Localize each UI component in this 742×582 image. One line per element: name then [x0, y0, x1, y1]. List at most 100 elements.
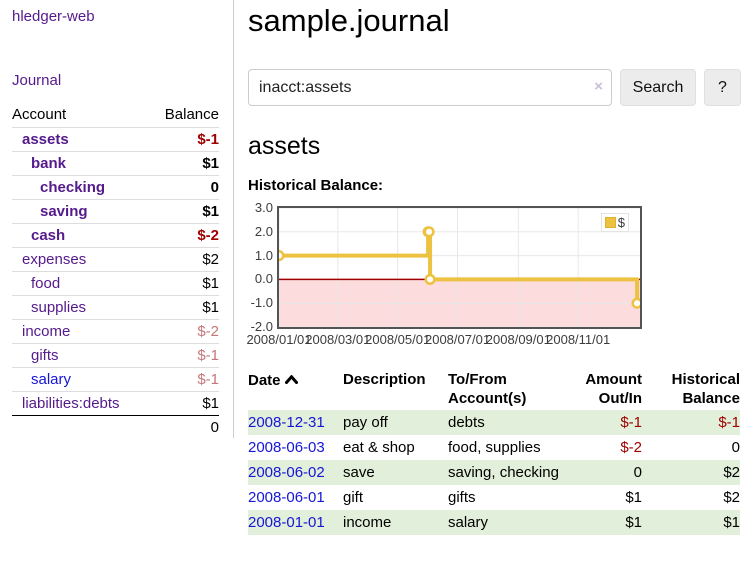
- transaction-accounts: salary: [448, 514, 489, 531]
- transaction-description: income: [343, 514, 392, 531]
- account-link[interactable]: food: [31, 275, 61, 292]
- register-header-row: Date Description To/From Account(s) Amou…: [248, 368, 740, 410]
- x-tick-label: 2008/03/01: [305, 332, 371, 347]
- transaction-date-link[interactable]: 2008-06-02: [248, 464, 325, 481]
- account-link[interactable]: bank: [31, 155, 67, 172]
- register-header-date[interactable]: Date: [248, 368, 343, 410]
- x-tick-label: 2008/01/01: [246, 332, 312, 347]
- register-header-description: Description: [343, 371, 426, 388]
- account-balance: $1: [149, 199, 219, 224]
- account-balance: $-2: [149, 319, 219, 344]
- transaction-accounts: debts: [448, 414, 485, 431]
- y-tick-label: 2.0: [254, 223, 273, 239]
- y-tick-label: 1.0: [254, 247, 273, 263]
- register-row[interactable]: 2008-01-01 income salary $1 $1: [248, 510, 740, 535]
- y-tick-label: 0.0: [254, 271, 273, 287]
- account-link[interactable]: salary: [31, 371, 72, 388]
- transaction-description: gift: [343, 489, 364, 506]
- accounts-header-row: Account Balance: [12, 102, 219, 128]
- transaction-date-link[interactable]: 2008-06-01: [248, 489, 325, 506]
- account-balance: $1: [149, 151, 219, 176]
- account-balance: $2: [149, 247, 219, 272]
- accounts-header-account: Account: [12, 106, 67, 123]
- accounts-total-value: 0: [149, 415, 219, 439]
- app-brand[interactable]: hledger-web: [12, 8, 95, 25]
- account-title: assets: [248, 132, 321, 160]
- sidebar-item-journal[interactable]: Journal: [12, 72, 62, 89]
- transaction-balance: $2: [723, 464, 740, 481]
- register-row[interactable]: 2008-06-01 gift gifts $1 $2: [248, 485, 740, 510]
- historical-balance-chart: 3.0 2.0 1.0 0.0 -1.0 -2.0 $ 2008/01/01 2008/03…: [246, 201, 742, 348]
- search-box: ×: [248, 69, 612, 106]
- account-row-saving: saving $1: [12, 199, 219, 224]
- account-balance: $1: [149, 391, 219, 416]
- transaction-date-link[interactable]: 2008-12-31: [248, 414, 325, 431]
- search-button[interactable]: Search: [620, 69, 696, 106]
- search-form: × Search ?: [248, 69, 742, 106]
- y-tick-label: -2.0: [250, 319, 273, 334]
- transaction-balance: 0: [731, 439, 740, 456]
- account-link[interactable]: assets: [22, 131, 69, 148]
- transaction-date-link[interactable]: 2008-06-03: [248, 439, 325, 456]
- chart-legend: $: [600, 213, 629, 232]
- accounts-table: Account Balance assets $-1 bank $1 checking 0…: [12, 102, 219, 439]
- register-header-amount: Amount Out/In: [585, 371, 642, 407]
- register-row[interactable]: 2008-06-02 save saving, checking 0 $2: [248, 460, 740, 485]
- x-tick-label: 2008/09/01: [485, 332, 551, 347]
- account-row-bank: bank $1: [12, 151, 219, 176]
- account-balance: $-1: [149, 367, 219, 392]
- register-header-balance: Historical Balance: [671, 371, 740, 407]
- account-link[interactable]: income: [22, 323, 71, 340]
- register-table: Date Description To/From Account(s) Amou…: [248, 368, 740, 535]
- account-balance: $1: [149, 295, 219, 320]
- account-balance: $-1: [149, 127, 219, 152]
- chart-canvas: [279, 208, 640, 327]
- help-button[interactable]: ?: [704, 69, 741, 106]
- account-link[interactable]: liabilities:debts: [22, 395, 120, 412]
- register-row[interactable]: 2008-06-03 eat & shop food, supplies $-2 0: [248, 435, 740, 460]
- transaction-accounts: food, supplies: [448, 439, 541, 456]
- account-balance: 0: [149, 175, 219, 200]
- account-link[interactable]: saving: [40, 203, 88, 220]
- transaction-amount: $1: [625, 489, 642, 506]
- search-input[interactable]: [248, 69, 612, 106]
- account-row-liabilities-debts: liabilities:debts $1: [12, 391, 219, 416]
- account-row-assets: assets $-1: [12, 127, 219, 152]
- account-row-food: food $1: [12, 271, 219, 296]
- account-row-checking: checking 0: [12, 175, 219, 200]
- chart-plot-area: $: [277, 206, 642, 329]
- transaction-date-link[interactable]: 2008-01-01: [248, 514, 325, 531]
- account-link[interactable]: expenses: [22, 251, 87, 268]
- account-link[interactable]: gifts: [31, 347, 59, 364]
- transaction-amount: 0: [633, 464, 642, 481]
- y-tick-label: 3.0: [254, 200, 273, 215]
- x-tick-label: 2008/11/01: [546, 332, 611, 347]
- account-row-gifts: gifts $-1: [12, 343, 219, 368]
- x-tick-label: 2008/07/01: [424, 332, 491, 347]
- legend-swatch-icon: [604, 217, 616, 228]
- accounts-header-balance: Balance: [164, 106, 219, 123]
- transaction-description: eat & shop: [343, 439, 415, 456]
- register-row[interactable]: 2008-12-31 pay off debts $-1 $-1: [248, 410, 740, 435]
- account-row-salary: salary $-1: [12, 367, 219, 392]
- account-link[interactable]: checking: [40, 179, 106, 196]
- transaction-amount: $1: [625, 514, 642, 531]
- account-row-expenses: expenses $2: [12, 247, 219, 272]
- legend-label: $: [617, 215, 625, 230]
- chart-y-axis-labels: 3.0 2.0 1.0 0.0 -1.0 -2.0: [248, 201, 273, 334]
- account-link[interactable]: cash: [31, 227, 66, 244]
- transaction-balance: $-1: [718, 414, 740, 431]
- y-tick-label: -1.0: [250, 295, 273, 311]
- clear-search-icon[interactable]: ×: [594, 78, 603, 95]
- account-link[interactable]: supplies: [31, 299, 87, 316]
- transaction-balance: $2: [723, 489, 740, 506]
- account-row-cash: cash $-2: [12, 223, 219, 248]
- account-row-income: income $-2: [12, 319, 219, 344]
- account-balance: $-1: [149, 343, 219, 368]
- transaction-description: save: [343, 464, 375, 481]
- sort-ascending-icon: [283, 370, 299, 389]
- x-tick-label: 2008/05/01: [365, 332, 431, 347]
- account-row-supplies: supplies $1: [12, 295, 219, 320]
- transaction-amount: $-1: [620, 414, 642, 431]
- sidebar: hledger-web Journal Account Balance asse…: [0, 0, 234, 439]
